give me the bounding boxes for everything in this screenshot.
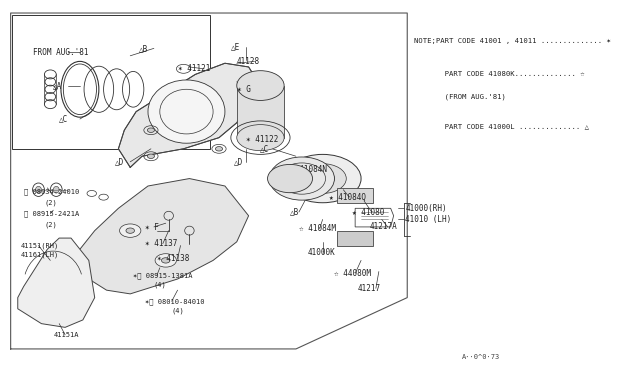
- Text: (2): (2): [44, 199, 57, 206]
- Text: ✶ 41138: ✶ 41138: [157, 254, 189, 263]
- Polygon shape: [337, 188, 373, 203]
- Text: (4): (4): [172, 307, 184, 314]
- Text: PART CODE 41000L .............. △: PART CODE 41000L .............. △: [414, 124, 589, 129]
- Text: 41010 (LH): 41010 (LH): [406, 215, 452, 224]
- Text: △D: △D: [234, 157, 243, 166]
- Text: 41000(RH): 41000(RH): [406, 204, 447, 213]
- Ellipse shape: [299, 164, 346, 193]
- Text: ✶ F: ✶ F: [145, 222, 159, 231]
- Text: FROM AUG.'81: FROM AUG.'81: [33, 48, 88, 57]
- Text: 41217A: 41217A: [370, 222, 397, 231]
- Text: ☆ 44080M: ☆ 44080M: [335, 269, 371, 278]
- Polygon shape: [237, 86, 284, 138]
- Ellipse shape: [53, 186, 59, 193]
- Text: ★ 41080: ★ 41080: [352, 208, 385, 217]
- Ellipse shape: [35, 186, 42, 193]
- Ellipse shape: [147, 128, 154, 132]
- Ellipse shape: [237, 71, 284, 100]
- Text: ✶ 41122: ✶ 41122: [246, 135, 278, 144]
- Text: ✶ 41137: ✶ 41137: [145, 239, 177, 248]
- Text: 41128: 41128: [237, 57, 260, 66]
- Ellipse shape: [269, 157, 335, 200]
- Text: ✶ⓜ 08915-1381A: ✶ⓜ 08915-1381A: [133, 272, 193, 279]
- Polygon shape: [77, 179, 248, 294]
- Text: 41151(RH): 41151(RH): [20, 242, 59, 249]
- Polygon shape: [18, 238, 95, 327]
- Bar: [12, 15, 210, 149]
- Text: ✶ 41084N: ✶ 41084N: [290, 165, 327, 174]
- Text: ☆ 41084M: ☆ 41084M: [299, 224, 336, 233]
- Ellipse shape: [126, 228, 134, 233]
- Text: ✶ G: ✶ G: [237, 85, 251, 94]
- Text: 41000K: 41000K: [308, 248, 335, 257]
- Text: △B: △B: [139, 44, 148, 53]
- Text: 41217: 41217: [358, 284, 381, 293]
- Text: △C: △C: [260, 144, 269, 153]
- Ellipse shape: [161, 258, 170, 263]
- Ellipse shape: [311, 171, 335, 186]
- Text: 41161(LH): 41161(LH): [20, 251, 59, 258]
- Ellipse shape: [147, 154, 154, 158]
- Text: △A: △A: [53, 81, 63, 90]
- Ellipse shape: [120, 224, 141, 237]
- Text: △B: △B: [290, 208, 300, 217]
- Text: NOTE;PART CODE 41001 , 41011 .............. ✶: NOTE;PART CODE 41001 , 41011 ...........…: [414, 38, 611, 44]
- Text: △D: △D: [115, 157, 125, 166]
- Text: ⓜ 08915-2421A: ⓜ 08915-2421A: [24, 211, 79, 217]
- Text: 41151A: 41151A: [53, 332, 79, 338]
- Ellipse shape: [237, 125, 284, 151]
- Ellipse shape: [155, 254, 177, 267]
- Polygon shape: [118, 63, 260, 167]
- Ellipse shape: [268, 164, 312, 193]
- Text: △C: △C: [59, 115, 68, 124]
- Text: ✶ 41121: ✶ 41121: [177, 64, 210, 73]
- Text: (2): (2): [44, 222, 57, 228]
- Ellipse shape: [148, 80, 225, 143]
- Text: PART CODE 41080K.............. ☆: PART CODE 41080K.............. ☆: [414, 71, 585, 77]
- Text: ★ 41084Q: ★ 41084Q: [328, 193, 365, 202]
- Text: (FROM AUG.'81): (FROM AUG.'81): [414, 93, 506, 100]
- Text: △E: △E: [231, 42, 240, 51]
- Polygon shape: [337, 231, 373, 246]
- Text: Ⓑ 08034-24010: Ⓑ 08034-24010: [24, 188, 79, 195]
- Text: A··0^0·73: A··0^0·73: [461, 354, 500, 360]
- Text: (4): (4): [154, 281, 166, 288]
- Text: ✶Ⓑ 08010-84010: ✶Ⓑ 08010-84010: [145, 298, 205, 305]
- Ellipse shape: [216, 147, 223, 151]
- Ellipse shape: [284, 154, 361, 203]
